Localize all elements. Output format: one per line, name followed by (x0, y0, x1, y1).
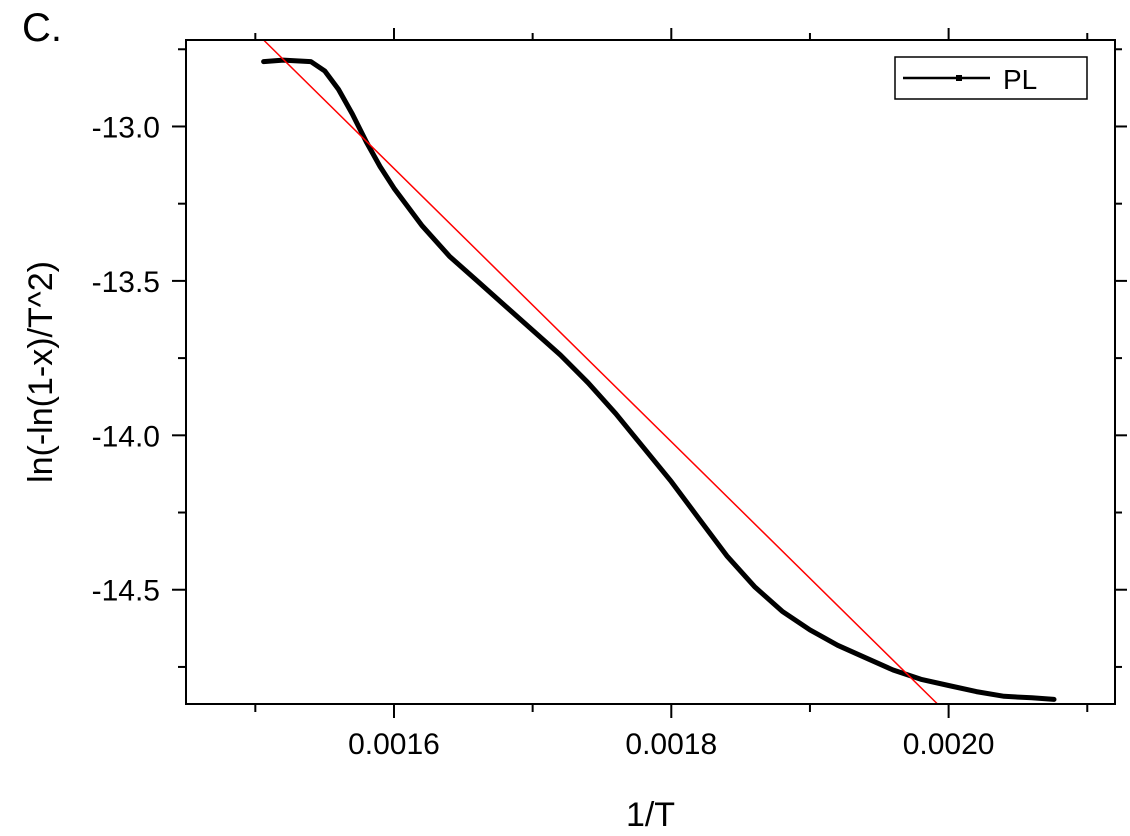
legend-label: PL (1003, 64, 1037, 95)
axis-ticks (172, 28, 1127, 718)
plot-frame (185, 39, 1116, 705)
y-tick-label: -13.5 (92, 266, 160, 299)
y-axis-label: ln(-ln(1-x)/T^2) (22, 261, 60, 483)
x-tick-label: 0.0016 (348, 728, 440, 761)
series-pl-line (261, 57, 1057, 702)
x-tick-label: 0.0020 (903, 728, 995, 761)
x-axis-label: 1/T (626, 796, 675, 834)
axis-labels: 0.0016 0.0018 0.0020 -13.0 -13.5 -14.0 -14.5 1/… (22, 111, 994, 834)
y-tick-label: -14.5 (92, 575, 160, 608)
y-tick-label: -14.0 (92, 420, 160, 453)
legend-marker (956, 75, 962, 81)
fit-line (262, 39, 939, 705)
legend: PL (894, 56, 1088, 100)
y-tick-label: -13.0 (92, 111, 160, 144)
x-tick-label: 0.0018 (625, 728, 717, 761)
series-layer (261, 39, 1057, 705)
panel-label: C. (22, 6, 62, 50)
